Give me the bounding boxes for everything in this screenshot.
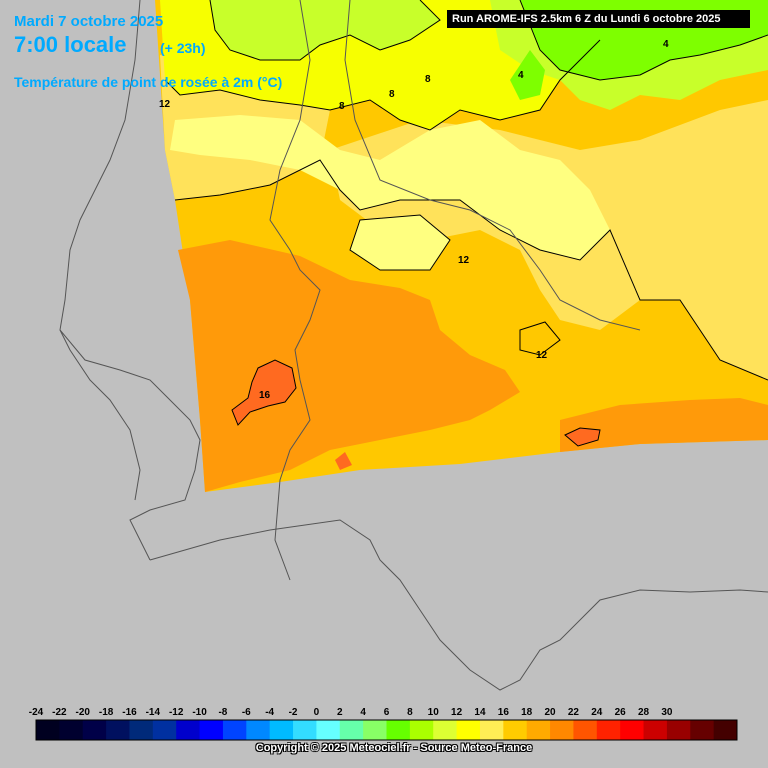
legend-swatch <box>386 720 411 740</box>
zone-18-c <box>335 452 352 470</box>
legend-swatch <box>269 720 294 740</box>
zone-10 <box>170 115 610 260</box>
zone-4-b <box>510 50 545 100</box>
legend-label: -16 <box>122 707 137 718</box>
legend-label: 12 <box>451 707 463 718</box>
legend-swatch <box>293 720 317 740</box>
legend-label: 14 <box>474 707 486 718</box>
contour-label: 8 <box>339 101 345 112</box>
copyright: Copyright © 2025 Meteociel.fr - Source M… <box>255 742 533 754</box>
contour-label: 8 <box>389 89 395 100</box>
legend-swatch <box>409 720 434 740</box>
legend-label: 4 <box>360 707 366 718</box>
legend-label: 24 <box>591 707 603 718</box>
legend-swatch <box>666 720 691 740</box>
zone-16-east <box>560 398 768 452</box>
borders <box>59 0 768 691</box>
legend-colorbar: -24 -22 -20 -18 -16 -14 -12 -10 -8 -6 -4 -2 0 2 4 6 8 10 1… <box>29 707 738 741</box>
parameter-title: Température de point de rosée à 2m (°C) <box>14 74 283 90</box>
legend-label: -20 <box>76 707 91 718</box>
legend-swatch <box>713 720 738 740</box>
zone-18-b <box>565 428 600 446</box>
legend-label: 6 <box>384 707 390 718</box>
legend-swatch <box>59 720 84 740</box>
legend-label: -14 <box>146 707 161 718</box>
legend-label: 16 <box>498 707 510 718</box>
legend-swatch <box>339 720 364 740</box>
legend-swatch <box>36 720 60 740</box>
legend-label: 8 <box>407 707 413 718</box>
legend-swatch <box>503 720 528 740</box>
legend-swatch <box>199 720 224 740</box>
contour-labels: 4 4 8 8 8 12 12 12 16 <box>159 39 669 401</box>
legend-label: 28 <box>638 707 650 718</box>
legend-swatch <box>573 720 598 740</box>
legend-swatch <box>316 720 341 740</box>
legend-swatch <box>596 720 621 740</box>
legend-label: 0 <box>314 707 320 718</box>
lead-time: (+ 23h) <box>160 40 206 56</box>
legend-label: 26 <box>615 707 627 718</box>
legend-label: -8 <box>218 707 227 718</box>
legend-swatch <box>152 720 177 740</box>
zone-10-b <box>350 215 450 270</box>
legend-swatch <box>176 720 201 740</box>
contour-label: 12 <box>458 255 470 266</box>
contour-label: 8 <box>425 74 431 85</box>
legend-swatch <box>526 720 551 740</box>
zone-16 <box>178 240 520 492</box>
legend-label: 30 <box>661 707 673 718</box>
legend-label: -18 <box>99 707 114 718</box>
legend-swatch <box>106 720 130 740</box>
contour-label: 4 <box>518 70 524 81</box>
legend-swatch <box>246 720 271 740</box>
contour-label: 12 <box>159 99 171 110</box>
legend-swatch <box>456 720 481 740</box>
legend-label: -2 <box>289 707 298 718</box>
legend-label: -22 <box>52 707 67 718</box>
legend-swatch <box>222 720 247 740</box>
contour-label: 12 <box>536 350 548 361</box>
legend-label: -24 <box>29 707 44 718</box>
legend-label: 18 <box>521 707 533 718</box>
zone-18 <box>232 360 296 425</box>
legend-swatch <box>479 720 504 740</box>
legend-swatch <box>129 720 154 740</box>
zone-6 <box>210 0 440 60</box>
legend-label: 22 <box>568 707 580 718</box>
legend-swatch <box>550 720 574 740</box>
contour-label: 4 <box>663 39 669 50</box>
contour-label: 16 <box>259 390 271 401</box>
legend-swatch <box>82 720 107 740</box>
legend-swatch <box>643 720 668 740</box>
run-info: Run AROME-IFS 2.5km 6 Z du Lundi 6 octob… <box>447 10 750 28</box>
legend-label: 10 <box>428 707 440 718</box>
legend-label: -10 <box>192 707 207 718</box>
forecast-time: 7:00 locale <box>14 32 127 57</box>
legend-swatch <box>620 720 645 740</box>
legend-swatch <box>690 720 715 740</box>
legend-label: -4 <box>265 707 274 718</box>
legend-swatch <box>433 720 458 740</box>
legend-label: 20 <box>545 707 557 718</box>
legend-frame <box>35 719 738 741</box>
legend-label: -6 <box>242 707 251 718</box>
forecast-date: Mardi 7 octobre 2025 <box>14 13 164 30</box>
legend-label: 2 <box>337 707 343 718</box>
legend-label: -12 <box>169 707 184 718</box>
legend-swatch <box>363 720 387 740</box>
